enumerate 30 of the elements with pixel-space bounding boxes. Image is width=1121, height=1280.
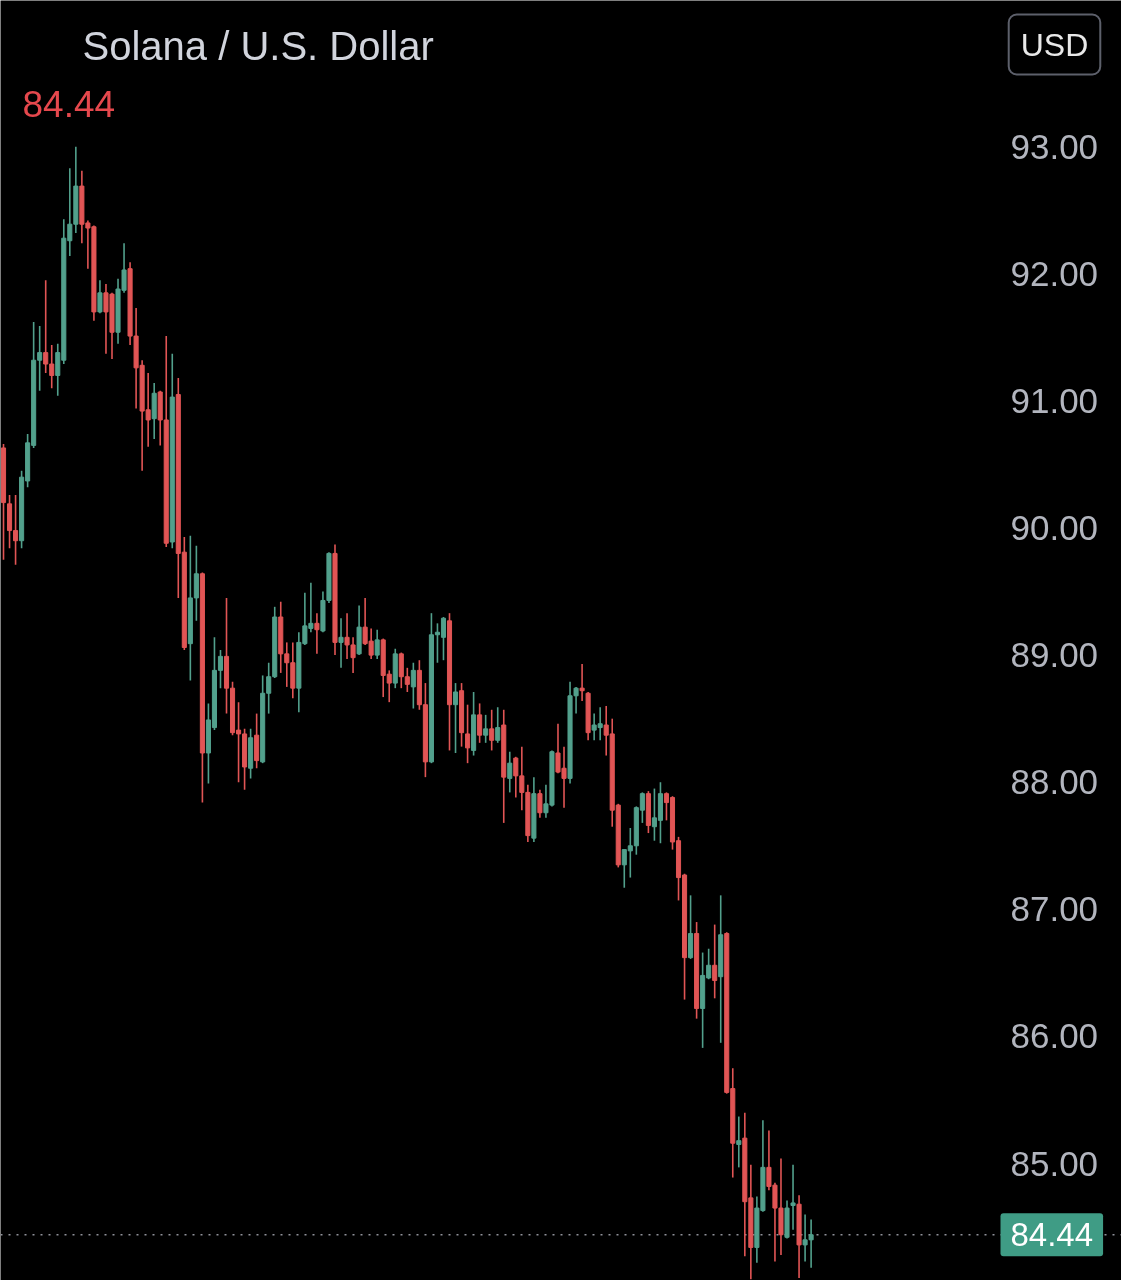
candlestick (790, 1164, 796, 1231)
text: Solana / U.S. Dollar (82, 23, 434, 68)
candlestick (374, 628, 380, 660)
candlestick (477, 702, 483, 744)
candlestick (495, 706, 501, 744)
candlestick (537, 789, 543, 819)
annotation: USD (1020, 26, 1089, 63)
candlestick (465, 703, 471, 764)
y-tick-label: 85.00 (1010, 1143, 1099, 1183)
candlestick (483, 714, 489, 744)
candlestick (97, 279, 103, 314)
y-tick-label: 88.00 (1010, 762, 1099, 802)
y-tick-label: 93.00 (1010, 126, 1099, 166)
y-tick-label: 86.00 (1010, 1016, 1099, 1056)
candlestick (452, 682, 459, 754)
ref-line-label: 84.44 (1010, 1216, 1094, 1254)
y-tick-label: 87.00 (1010, 889, 1099, 929)
candlestick (507, 750, 513, 794)
candlestick (314, 612, 320, 655)
annotation: 84.44 (22, 83, 116, 125)
candlestick (338, 617, 344, 669)
y-tick-label: 91.00 (1010, 380, 1099, 420)
candlestick (410, 661, 416, 710)
candlestick (736, 1115, 742, 1169)
candlestick (712, 923, 718, 1000)
y-tick-label: 92.00 (1010, 253, 1099, 293)
y-tick-label: 89.00 (1010, 635, 1099, 675)
candlestick (489, 708, 495, 752)
y-tick-label: 90.00 (1010, 508, 1099, 548)
candlestick (579, 663, 585, 702)
